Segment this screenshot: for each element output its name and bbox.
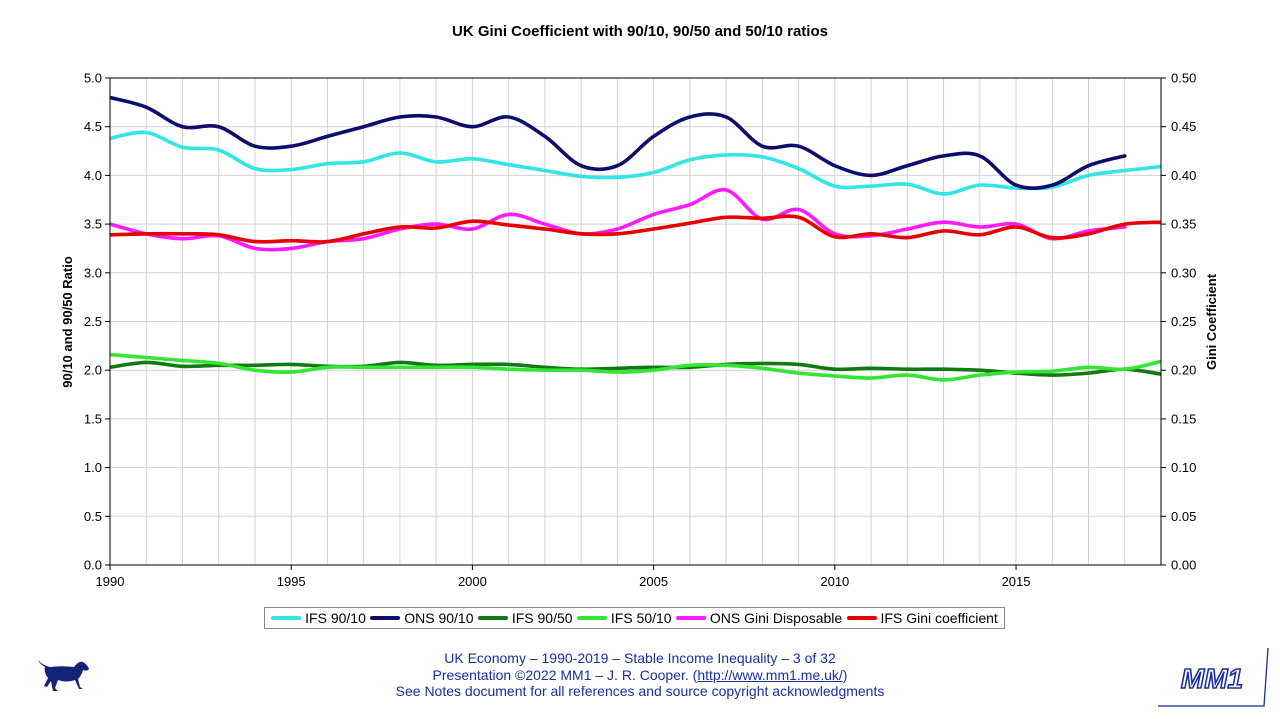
y-tick-label: 2.5 [84,314,102,329]
series-line-ifs-90-10 [110,130,1161,196]
website-link[interactable]: http://www.mm1.me.uk/ [697,666,843,683]
legend-item-ifs-90-10: IFS 90/10 [271,610,366,626]
footer-copyright: Presentation ©2022 MM1 – J. R. Cooper. (… [0,667,1280,684]
y-tick-label: 0.0 [84,558,102,573]
legend-item-ons-gini-disposable: ONS Gini Disposable [675,610,843,626]
y-tick-label: 5.0 [84,71,102,86]
legend-label: ONS 90/10 [404,610,474,626]
y2-tick-label: 0.35 [1171,217,1196,232]
y-tick-label: 4.0 [84,168,102,183]
legend-label: IFS 90/50 [511,610,573,626]
x-tick-label: 2015 [1002,574,1031,589]
legend-swatch [370,616,401,620]
legend-swatch [477,616,508,620]
logo-text: MM1 [1181,663,1243,694]
footer-slide-info: UK Economy – 1990-2019 – Stable Income I… [444,650,836,666]
series-line-ifs-90-50 [110,360,1161,377]
grid [110,78,1161,565]
y-tick-label: 3.0 [84,265,102,280]
y-axis-label: 90/10 and 90/50 Ratio [60,256,75,388]
legend-label: IFS 50/10 [610,610,672,626]
y2-tick-label: 0.25 [1171,314,1196,329]
legend-item-ons-90-10: ONS 90/10 [370,610,473,626]
x-tick-label: 2000 [458,574,487,589]
series-line-ifs-gini-coefficient [110,214,1161,244]
legend-swatch [271,616,302,620]
y2-tick-label: 0.20 [1171,363,1196,378]
dog-silhouette [38,660,89,691]
legend-label: IFS 90/10 [305,610,366,626]
legend-swatch [846,616,877,620]
legend-swatch [675,616,706,620]
legend: IFS 90/10 ONS 90/10 IFS 90/50 IFS 50/10 ONS … [264,607,1005,629]
y2-tick-label: 0.15 [1171,411,1196,426]
y2-tick-label: 0.00 [1171,558,1196,573]
y-tick-label: 1.5 [84,411,102,426]
y-tick-label: 1.0 [84,460,102,475]
footer-copyright-text: Presentation ©2022 MM1 – J. R. Cooper. ( [432,666,698,683]
series-line-ons-90-10 [110,95,1127,190]
y2-tick-label: 0.50 [1171,71,1196,86]
y-tick-label: 4.5 [84,119,102,134]
x-tick-label: 2010 [820,574,849,589]
y2-tick-label: 0.05 [1171,509,1196,524]
legend-label: ONS Gini Disposable [709,610,843,626]
legend-item-ifs-90-50: IFS 90/50 [477,610,573,626]
y2-tick-label: 0.10 [1171,460,1196,475]
mm1-logo: MM1 [1158,647,1269,707]
footer: UK Economy – 1990-2019 – Stable Income I… [0,650,1280,700]
footer-notes: See Notes document for all references an… [395,683,885,699]
axis-ticks: 0.0 0.00 0.5 0.05 1.0 0.10 1.5 0.15 2.0 0.20 2.5 0.… [84,71,1196,590]
series-layer [110,95,1161,382]
y2-tick-label: 0.40 [1171,168,1196,183]
dog-logo-icon [38,660,89,691]
y-tick-label: 0.5 [84,509,102,524]
chart: UK Gini Coefficient with 90/10, 90/50 an… [60,23,1219,590]
logo-frame [1158,647,1269,707]
x-tick-label: 1995 [277,574,306,589]
x-tick-label: 1990 [96,574,125,589]
x-tick-label: 2005 [639,574,668,589]
chart-title: UK Gini Coefficient with 90/10, 90/50 an… [452,23,828,40]
y-tick-label: 2.0 [84,363,102,378]
footer-copyright-close: ) [842,666,848,683]
y-tick-label: 3.5 [84,217,102,232]
series-line-ifs-50-10 [110,352,1161,382]
y2-tick-label: 0.30 [1171,265,1196,280]
series-line-ons-gini-disposable [110,187,1127,252]
legend-swatch [576,616,607,620]
y2-tick-label: 0.45 [1171,119,1196,134]
legend-item-ifs-gini-coefficient: IFS Gini coefficient [846,610,998,626]
legend-item-ifs-50-10: IFS 50/10 [576,610,672,626]
legend-label: IFS Gini coefficient [880,610,998,626]
y2-axis-label: Gini Coefficient [1204,273,1219,370]
